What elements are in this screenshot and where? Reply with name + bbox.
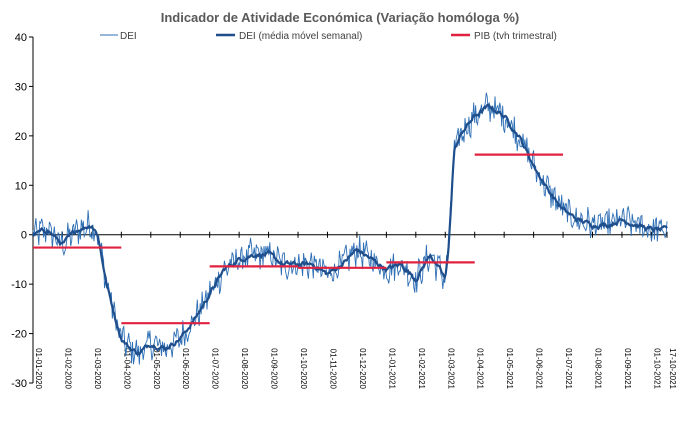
series-dei-moving-average-line — [31, 103, 668, 357]
y-tick-label: -20 — [11, 329, 27, 341]
x-tick-label: 17-10-2021 — [668, 348, 677, 389]
x-tick-label: 01-09-2020 — [270, 348, 279, 389]
x-axis: 01-01-2020 01-02-2020 01-03-2020 01-04-2020… — [32, 231, 677, 390]
x-tick-label: 01-08-2020 — [240, 348, 249, 389]
y-tick-label: 0 — [21, 230, 27, 242]
x-tick-label: 01-10-2020 — [299, 348, 308, 389]
legend-label-dei: DEI — [120, 31, 137, 42]
x-tick-label: 01-04-2020 — [122, 348, 131, 389]
x-tick-label: 01-07-2021 — [564, 348, 573, 389]
x-tick-label: 01-01-2020 — [34, 348, 43, 389]
x-tick-label: 01-07-2020 — [211, 348, 220, 389]
x-tick-label: 01-09-2021 — [623, 348, 632, 389]
y-tick-label: 20 — [15, 131, 27, 143]
legend-label-dei-ma: DEI (média móvel semanal) — [239, 31, 362, 42]
x-tick-label: 01-10-2021 — [652, 348, 661, 389]
y-axis: -30 -20 -10 0 10 20 30 40 — [11, 32, 34, 390]
x-tick-label: 01-03-2021 — [446, 348, 455, 389]
x-tick-label: 01-05-2020 — [152, 348, 161, 389]
y-tick-label: -10 — [11, 279, 27, 291]
chart-title: Indicador de Atividade Económica (Variaç… — [161, 10, 520, 25]
x-tick-label: 01-02-2021 — [417, 348, 426, 389]
x-tick-label: 01-04-2021 — [476, 348, 485, 389]
x-tick-label: 01-06-2021 — [535, 348, 544, 389]
y-tick-label: -30 — [11, 378, 27, 390]
y-tick-label: 30 — [15, 81, 27, 93]
x-tick-label: 01-01-2021 — [387, 348, 396, 389]
plot-area — [31, 92, 668, 365]
x-tick-label: 01-11-2020 — [328, 349, 337, 390]
legend: DEI DEI (média móvel semanal) PIB (tvh t… — [100, 31, 557, 42]
y-tick-label: 10 — [15, 180, 27, 192]
x-tick-label: 01-06-2020 — [181, 348, 190, 389]
legend-label-pib: PIB (tvh trimestral) — [474, 31, 557, 42]
x-tick-label: 01-08-2021 — [593, 348, 602, 389]
x-tick-label: 01-02-2020 — [63, 348, 72, 389]
y-tick-label: 40 — [15, 32, 27, 44]
x-tick-label: 01-03-2020 — [93, 348, 102, 389]
x-tick-label: 01-05-2021 — [505, 348, 514, 389]
x-tick-label: 01-12-2020 — [358, 348, 367, 389]
